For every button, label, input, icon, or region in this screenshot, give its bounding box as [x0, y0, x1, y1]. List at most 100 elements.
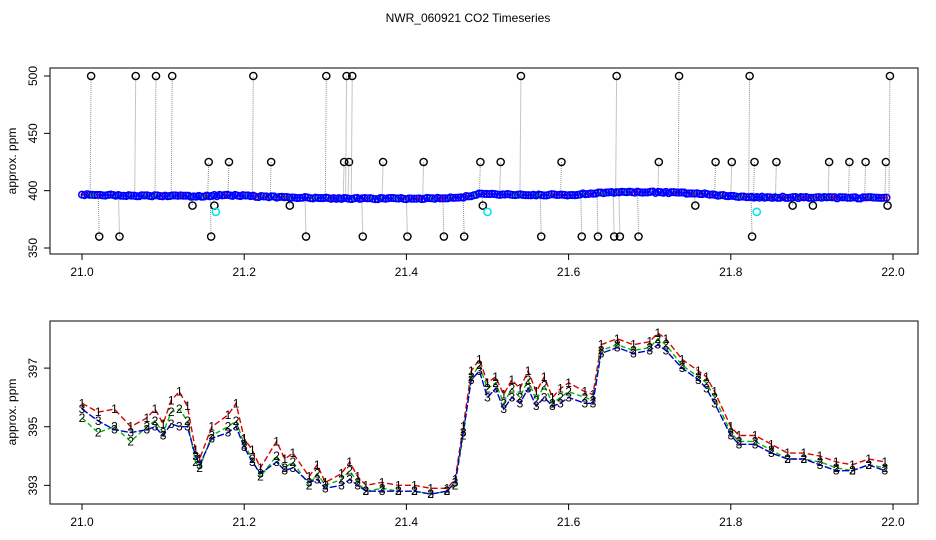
top-spike-trace [381, 161, 384, 199]
series-2-label: 2 [663, 338, 670, 352]
series-1-label: 1 [533, 385, 540, 399]
series-3-label: 3 [290, 461, 297, 475]
top-panel: 21.0 21.2 21.4 21.6 21.8 22.0 350 400 450 500 ap… [5, 66, 919, 279]
series-3-label: 3 [508, 390, 515, 404]
top-data-point [547, 190, 556, 199]
top-spike-trace [227, 161, 230, 196]
top-flagged-point [344, 157, 354, 167]
series-2-label: 2 [225, 420, 232, 434]
series-3-label: 3 [492, 382, 499, 396]
series-1-label: 1 [290, 446, 297, 460]
series-1-label: 1 [460, 420, 467, 434]
top-cyan-point [752, 207, 762, 217]
series-3-label: 3 [484, 390, 491, 404]
series-1-label: 1 [557, 382, 564, 396]
top-panel-frame [49, 67, 919, 255]
top-spike-trace [405, 198, 408, 237]
top-data-point [127, 191, 136, 200]
top-flagged-point [94, 232, 104, 241]
series-1-label: 1 [817, 449, 824, 463]
top-cyan-point [211, 207, 221, 217]
series-3-label: 3 [176, 420, 183, 434]
series-3-label: 3 [306, 475, 313, 489]
top-y-axis: 350 400 450 500 [26, 66, 50, 258]
series-2-label: 2 [549, 396, 556, 410]
series-3-label: 3 [241, 440, 248, 454]
series-2-label: 2 [541, 379, 548, 393]
top-flagged-point [745, 71, 754, 81]
series-1-label: 1 [654, 326, 661, 340]
series-2-label: 2 [598, 344, 605, 358]
series-3-label: 3 [144, 423, 151, 437]
bottom-x-tick-label: 22.0 [881, 515, 905, 529]
series-2-label: 2 [427, 487, 434, 501]
series-3-label: 3 [363, 484, 370, 498]
series-3-label: 3 [184, 420, 191, 434]
series-1-label: 1 [468, 364, 475, 378]
series-2-label: 2 [290, 455, 297, 469]
top-y-axis-label: approx. ppm [5, 128, 19, 195]
top-x-axis: 21.0 21.2 21.4 21.6 21.8 22.0 [70, 254, 905, 279]
top-y-tick-label: 400 [26, 180, 40, 200]
series-1-label: 1 [192, 443, 199, 457]
top-flagged-point [845, 157, 854, 167]
top-flagged-point [167, 71, 177, 81]
top-flagged-point [419, 157, 428, 167]
bottom-x-tick-label: 21.4 [395, 515, 419, 529]
top-flagged-point [772, 157, 781, 167]
top-spike-trace [618, 192, 621, 237]
series-2-label: 2 [768, 443, 775, 457]
series-3-label: 3 [882, 464, 889, 478]
series-1-label: 1 [703, 370, 710, 384]
top-data-point [519, 190, 528, 200]
top-data-point [285, 193, 294, 202]
series-3-label: 3 [736, 437, 743, 451]
top-spike-trace [89, 75, 92, 195]
series-3-label: 3 [800, 452, 807, 466]
series-3-label: 3 [168, 417, 175, 431]
top-spike-trace [170, 75, 173, 196]
top-spike-trace [884, 161, 887, 198]
series-1-label: 1 [882, 455, 889, 469]
top-data-point [565, 191, 574, 200]
series-1-label: 1 [152, 402, 159, 416]
series-1-label: 1 [168, 393, 175, 407]
series-2-label: 2 [346, 464, 353, 478]
top-data-point [641, 188, 650, 197]
top-flagged-point [691, 201, 700, 210]
top-flagged-point [131, 71, 141, 81]
top-flagged-point [634, 232, 643, 241]
series-2-label: 2 [338, 472, 345, 486]
top-spike-trace [117, 195, 120, 237]
top-spike-trace [774, 161, 777, 198]
series-2-label: 2 [517, 390, 524, 404]
top-data-point [524, 191, 533, 200]
series-2-label: 2 [184, 414, 191, 428]
series-2-label: 2 [646, 341, 653, 355]
series-2-label: 2 [581, 390, 588, 404]
figure-title: NWR_060921 CO2 Timeseries [386, 11, 551, 25]
series-2-label: 2 [476, 358, 483, 372]
series-1-label: 1 [322, 475, 329, 489]
series-1-label: 1 [241, 431, 248, 445]
top-spike-trace [677, 75, 680, 193]
top-data-point [259, 192, 268, 201]
top-plot-area [77, 71, 895, 241]
top-flagged-point [459, 232, 469, 241]
series-2-label: 2 [679, 358, 686, 372]
top-data-point [872, 193, 881, 202]
series-1-label: 1 [525, 364, 532, 378]
top-spike-trace [748, 75, 751, 197]
series-1-label: 1 [565, 376, 572, 390]
series-1-label: 1 [492, 370, 499, 384]
top-spike-trace [350, 75, 353, 199]
top-spike-trace [847, 161, 850, 198]
series-3-label: 3 [865, 458, 872, 472]
series-3-label: 3 [427, 487, 434, 501]
series-1-label: 1 [833, 455, 840, 469]
series-3-label: 3 [646, 344, 653, 358]
top-data-point [371, 195, 380, 204]
series-1-label: 1 [79, 396, 86, 410]
top-flagged-point [285, 201, 295, 210]
